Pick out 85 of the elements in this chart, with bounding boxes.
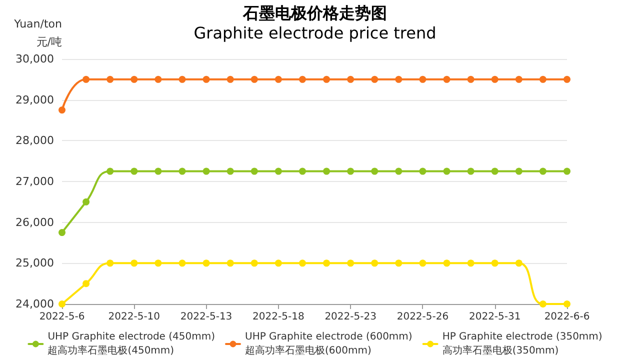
point xyxy=(539,300,546,308)
point xyxy=(347,168,354,175)
point xyxy=(467,76,474,83)
point xyxy=(58,106,66,114)
point xyxy=(564,76,570,83)
point xyxy=(395,260,402,267)
point xyxy=(371,260,378,267)
point xyxy=(82,280,90,288)
point xyxy=(491,168,498,175)
point xyxy=(467,260,474,267)
point xyxy=(226,260,234,267)
y-tick-label: 25,000 xyxy=(16,256,54,270)
point xyxy=(106,76,114,83)
point xyxy=(274,260,282,267)
y-tick-label: 26,000 xyxy=(16,216,54,229)
point xyxy=(298,260,306,267)
point xyxy=(178,168,186,175)
point xyxy=(274,168,282,175)
point xyxy=(82,76,90,83)
point xyxy=(515,260,522,267)
y-tick-label: 27,000 xyxy=(16,175,54,188)
point xyxy=(564,168,570,175)
point xyxy=(491,260,498,267)
chart-title: 石墨电极价格走势图 xyxy=(242,4,387,22)
x-tick-label: 2022-5-13 xyxy=(180,312,232,322)
point xyxy=(130,76,138,83)
point xyxy=(347,76,354,83)
point xyxy=(298,76,306,83)
point xyxy=(323,168,330,175)
point xyxy=(347,260,354,267)
point xyxy=(130,168,138,175)
point xyxy=(178,76,186,83)
x-tick-label: 2022-5-10 xyxy=(108,312,160,322)
point xyxy=(154,76,162,83)
point xyxy=(250,76,258,83)
point xyxy=(443,168,450,175)
point xyxy=(202,76,210,83)
x-tick-label: 2022-5-18 xyxy=(252,312,304,322)
point xyxy=(395,76,402,83)
point xyxy=(298,168,306,175)
y-tick-label: 28,000 xyxy=(16,134,54,148)
point xyxy=(106,260,114,267)
y-tick-label: 29,000 xyxy=(16,93,54,106)
point xyxy=(419,260,426,267)
point xyxy=(395,168,402,175)
point xyxy=(178,260,186,267)
y-tick-label: 24,000 xyxy=(16,298,54,310)
point xyxy=(443,76,450,83)
point xyxy=(274,76,282,83)
point xyxy=(371,76,378,83)
x-tick-label: 2022-5-6 xyxy=(39,312,85,322)
y-axis-title: Yuan/ton 元/吨 xyxy=(13,18,62,48)
point xyxy=(250,168,258,175)
chart-subtitle: Graphite electrode price trend xyxy=(194,24,436,42)
legend-label: UHP Graphite electrode (450mm) 超高功率石墨电极(450mm) xyxy=(48,332,216,356)
legend-label: UHP Graphite electrode (600mm) 超高功率石墨电极(600mm) xyxy=(245,332,412,356)
point xyxy=(491,76,498,83)
point xyxy=(371,168,378,175)
point xyxy=(419,168,426,175)
point xyxy=(443,260,450,267)
point xyxy=(539,168,546,175)
point xyxy=(226,76,234,83)
point xyxy=(467,168,474,175)
point xyxy=(202,168,210,175)
point xyxy=(323,260,330,267)
x-tick-label: 2022-5-26 xyxy=(396,312,449,322)
point xyxy=(226,168,234,175)
point xyxy=(106,168,114,175)
point xyxy=(82,198,90,206)
point xyxy=(515,168,522,175)
point xyxy=(202,260,210,267)
x-tick-label: 2022-6-6 xyxy=(544,312,590,322)
point xyxy=(539,76,546,83)
point xyxy=(130,260,138,267)
legend-label: HP Graphite electrode (350mm) 高功率石墨电极(350mm) xyxy=(442,332,602,356)
point xyxy=(419,76,426,83)
x-tick-label: 2022-5-31 xyxy=(468,312,521,322)
point xyxy=(154,168,162,175)
point xyxy=(250,260,258,267)
x-tick-label: 2022-5-23 xyxy=(324,312,376,322)
point xyxy=(515,76,522,83)
point xyxy=(58,229,66,236)
point xyxy=(154,260,162,267)
y-tick-label: 30,000 xyxy=(16,52,54,66)
point xyxy=(323,76,330,83)
